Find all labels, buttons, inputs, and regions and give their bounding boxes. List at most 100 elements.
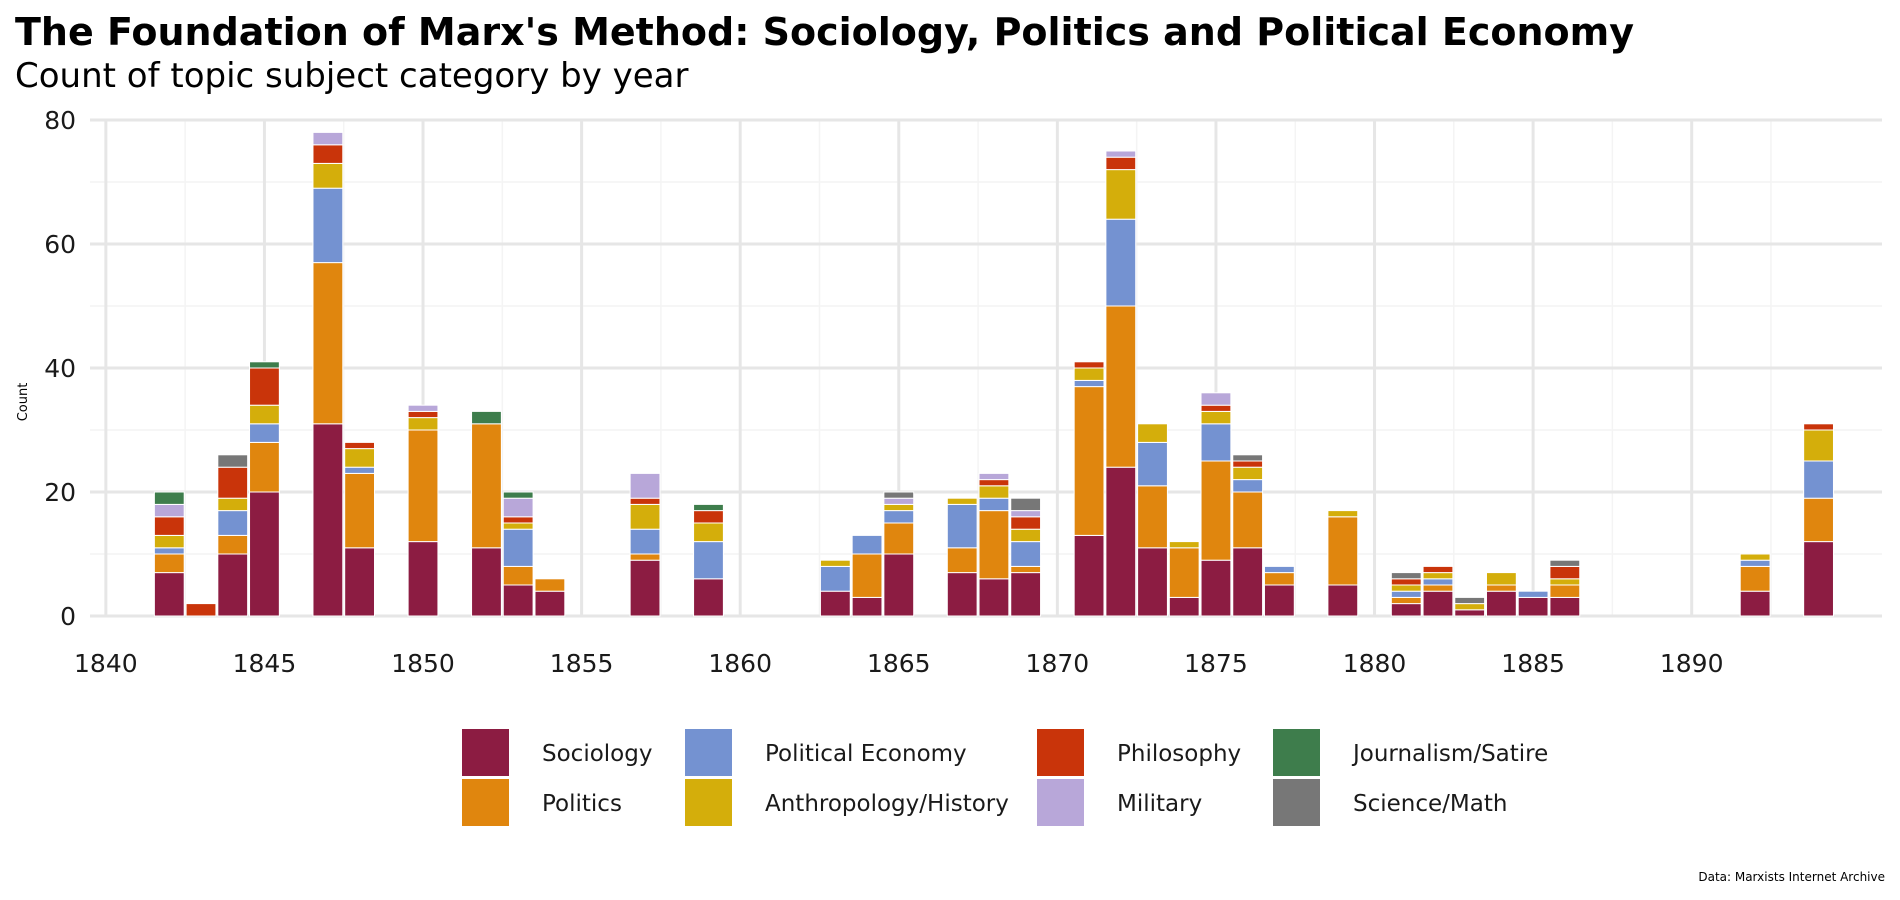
bar-segment <box>534 590 566 617</box>
bar-segment <box>407 417 439 431</box>
bar-segment <box>978 510 1010 580</box>
bar-segment <box>851 534 883 555</box>
bar-segment <box>819 559 851 567</box>
bar-segment <box>1137 485 1168 549</box>
bar-segment <box>502 516 534 524</box>
bar-segment <box>153 491 185 505</box>
bar-segment <box>344 472 375 549</box>
bar-segment <box>153 547 185 555</box>
y-tick-label: 20 <box>44 478 76 507</box>
y-tick-label: 80 <box>44 106 76 135</box>
y-tick-label: 0 <box>60 602 76 631</box>
legend-swatch <box>1037 729 1084 776</box>
legend-label: Military <box>1117 791 1202 817</box>
bar-segment <box>1739 590 1771 617</box>
bar-segment <box>1549 565 1581 580</box>
bar-segment <box>502 528 534 567</box>
bar-segment <box>693 541 724 580</box>
bar-segment <box>249 441 280 493</box>
bar-segment <box>883 491 915 499</box>
legend-label: Philosophy <box>1117 741 1241 767</box>
x-tick-label: 1865 <box>867 649 931 678</box>
bar-segment <box>883 510 915 524</box>
bar-segment <box>1073 534 1105 617</box>
bar-segment <box>1168 541 1200 549</box>
bar-segment <box>946 497 978 505</box>
bar-segment <box>1390 603 1422 617</box>
bar-segment <box>1390 584 1422 592</box>
bar-segment <box>1517 590 1549 598</box>
bar-segment <box>249 367 280 406</box>
bar-segment <box>1010 497 1042 512</box>
bar-segment <box>502 565 534 586</box>
bar-segment <box>1454 609 1486 617</box>
bar-segment <box>1485 584 1517 592</box>
bar-segment <box>1485 590 1517 617</box>
bar-segment <box>851 553 883 598</box>
x-tick-label: 1885 <box>1501 649 1565 678</box>
bars <box>153 131 1834 617</box>
legend-label: Anthropology/History <box>765 791 1009 817</box>
bar-segment <box>502 584 534 617</box>
bar-segment <box>344 547 375 617</box>
bar-segment <box>407 410 439 419</box>
bar-segment <box>1422 572 1454 580</box>
bar-segment <box>153 553 185 574</box>
bar-segment <box>1549 578 1581 586</box>
bar-segment <box>629 528 661 555</box>
bar-segment <box>249 423 280 443</box>
legend-swatch <box>685 779 732 826</box>
bar-segment <box>693 510 724 524</box>
bar-segment <box>851 596 883 617</box>
x-tick-label: 1855 <box>550 649 614 678</box>
x-axis-ticks: 1840 1845 1850 1855 1860 1865 1870 1875 1880 1885… <box>74 649 1723 678</box>
bar-segment <box>1232 547 1264 617</box>
bar-segment <box>883 522 915 555</box>
bar-segment <box>1422 578 1454 586</box>
bar-segment <box>1422 565 1454 574</box>
bar-segment <box>1803 460 1834 499</box>
bar-segment <box>217 510 249 536</box>
bar-segment <box>629 553 661 561</box>
bar-segment <box>312 162 344 189</box>
x-tick-label: 1880 <box>1343 649 1407 678</box>
bar-segment <box>1137 441 1168 487</box>
legend-label: Sociology <box>542 741 652 767</box>
bar-segment <box>1200 392 1232 406</box>
bar-segment <box>1549 596 1581 617</box>
x-tick-label: 1840 <box>74 649 138 678</box>
legend-swatch <box>462 729 509 776</box>
bar-segment <box>978 485 1010 499</box>
bar-segment <box>819 590 851 617</box>
bar-segment <box>1454 603 1486 611</box>
bar-segment <box>629 472 661 499</box>
legend-swatch <box>1037 779 1084 826</box>
bar-segment <box>1105 466 1137 617</box>
bar-segment <box>883 497 915 505</box>
bar-segment <box>1517 596 1549 617</box>
legend-swatch <box>462 779 509 826</box>
bar-segment <box>1549 584 1581 598</box>
bar-segment <box>1739 553 1771 561</box>
bar-segment <box>1105 169 1137 220</box>
chart-title: The Foundation of Marx's Method: Sociolo… <box>15 10 1635 54</box>
bar-segment <box>502 497 534 518</box>
bar-segment <box>217 553 249 617</box>
bar-segment <box>185 603 217 617</box>
x-tick-label: 1870 <box>1026 649 1090 678</box>
y-axis-ticks: 0 20 40 60 80 <box>44 106 76 631</box>
bar-segment <box>1010 572 1042 617</box>
bar-segment <box>1263 572 1295 586</box>
bar-segment <box>153 572 185 617</box>
bar-segment <box>1105 156 1137 171</box>
bar-segment <box>1454 596 1486 605</box>
bar-segment <box>312 262 344 425</box>
bar-segment <box>1549 559 1581 567</box>
chart-subtitle: Count of topic subject category by year <box>15 56 689 96</box>
legend-swatch <box>1273 779 1320 826</box>
bar-segment <box>629 559 661 617</box>
bar-segment <box>978 479 1010 487</box>
bar-segment <box>1105 305 1137 468</box>
bar-segment <box>1390 590 1422 598</box>
